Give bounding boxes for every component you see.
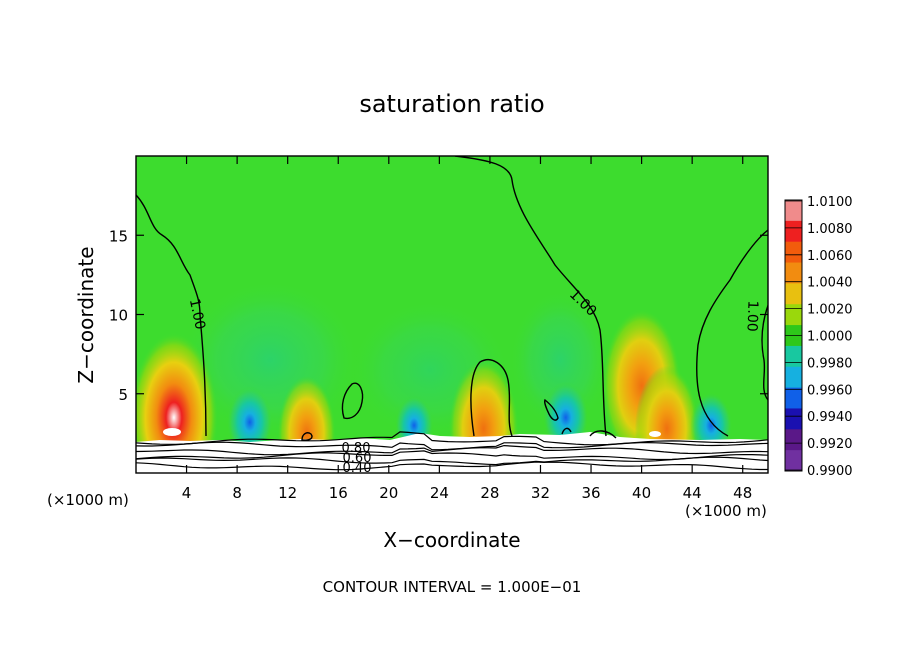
contour-line: [136, 194, 207, 437]
y-tick-label: 15: [109, 227, 128, 245]
colorbar-label: 1.0000: [807, 330, 853, 345]
x-tick-label: 12: [278, 484, 297, 502]
x-tick-label: 28: [480, 484, 499, 502]
contour-line: [761, 303, 768, 401]
contour-line: [301, 432, 313, 441]
colorbar-swatch: [785, 200, 802, 222]
contour-line: [589, 430, 617, 439]
colorbar-label: 0.9920: [807, 437, 853, 452]
x-axis-title: X−coordinate: [383, 528, 520, 552]
x-tick-label: 8: [232, 484, 242, 502]
y-axis: 5 10 15: [109, 227, 768, 404]
x-tick-label: 48: [733, 484, 752, 502]
contour-line: [454, 156, 607, 437]
surface-contour-line: [136, 461, 768, 471]
colorbar-label: 1.0060: [807, 249, 853, 264]
x-tick-label: 44: [683, 484, 702, 502]
colorbar-label: 0.9960: [807, 383, 853, 398]
contour-label: 0.60: [343, 451, 372, 466]
contour-label: 0.40: [343, 461, 372, 476]
contour-line: [696, 229, 768, 437]
colorbar-label: 1.0100: [807, 195, 853, 210]
x-tick-label: 4: [182, 484, 192, 502]
colorbar-swatch: [785, 345, 802, 368]
contour-label: 0.80: [342, 441, 371, 456]
colorbar-label: 0.9900: [807, 464, 853, 479]
colorbar-label: 1.0040: [807, 276, 853, 291]
contour-line: [544, 398, 559, 421]
surface-contour-lines: [136, 431, 768, 471]
colorbar-label: 0.9940: [807, 410, 853, 425]
colorbar-swatch: [785, 387, 802, 409]
anomaly-supersaturated: [136, 332, 218, 473]
colorbar-swatch: [785, 408, 802, 430]
surface-contour-line: [136, 450, 768, 461]
colorbar-swatch: [785, 429, 802, 451]
y-tick-label: 10: [109, 307, 128, 325]
y-tick-label: 5: [118, 386, 128, 404]
contour-line: [470, 359, 513, 437]
colorbar-swatch: [785, 450, 802, 472]
contour-line: [341, 382, 364, 420]
x-tick-label: 16: [329, 484, 348, 502]
surface-contour-line: [136, 444, 768, 456]
colorbar-swatch: [785, 366, 802, 389]
plot-area: 1.00 1.00 1.00 0.80 0.60 0.40: [136, 156, 768, 476]
contour-interval-note: CONTOUR INTERVAL = 1.000E−01: [323, 578, 582, 596]
colorbar-label: 1.0020: [807, 303, 853, 318]
colorbar-swatch: [785, 241, 802, 264]
x-tick-label: 20: [379, 484, 398, 502]
x-tick-label: 40: [632, 484, 651, 502]
field-patch: [163, 428, 181, 436]
anomaly-subsaturated: [226, 386, 273, 459]
contour-label: 1.00: [743, 300, 760, 332]
field-shade-region: [510, 290, 610, 430]
x-axis: 4 8 12 16 20 24 28 32 36 40 44 48: [182, 156, 752, 502]
chart-title: saturation ratio: [359, 90, 544, 118]
x-tick-label: 32: [531, 484, 550, 502]
colorbar-swatch: [785, 304, 802, 326]
colorbar-swatch: [785, 262, 802, 284]
y-axis-title: Z−coordinate: [74, 246, 98, 383]
x-tick-label: 24: [430, 484, 449, 502]
x-unit-left: (×1000 m): [47, 491, 129, 509]
colorbar-swatch: [785, 283, 802, 305]
field-patch: [649, 431, 661, 437]
colorbar-label: 1.0080: [807, 222, 853, 237]
colorbar: 1.0100 1.0080 1.0060 1.0040 1.0020 1.0000 0.99…: [784, 195, 853, 479]
surface-contour-line: [136, 431, 768, 446]
colorbar-label: 0.9980: [807, 356, 853, 371]
colorbar-swatch: [785, 220, 802, 243]
x-tick-label: 36: [581, 484, 600, 502]
x-unit-right: (×1000 m): [685, 502, 767, 520]
contour-lines-1.00: [136, 156, 768, 441]
surface-contour-line: [136, 456, 768, 466]
contour-label: 1.00: [186, 297, 208, 331]
contour-line: [561, 427, 572, 435]
